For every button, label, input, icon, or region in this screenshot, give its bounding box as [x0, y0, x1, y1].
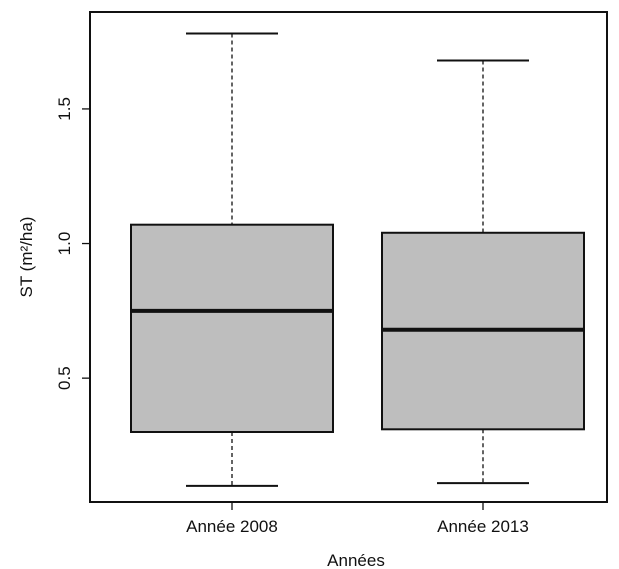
iqr-box: [130, 223, 334, 433]
x-axis: Année 2008 Année 2013: [186, 502, 529, 536]
x-tick-label: Année 2008: [186, 517, 278, 536]
y-axis: 0.5 1.0 1.5: [55, 97, 91, 390]
x-tick-label: Année 2013: [437, 517, 529, 536]
chart-marks: [130, 32, 585, 487]
x-axis-label: Années: [327, 551, 385, 569]
box-group-1: [381, 59, 585, 485]
y-tick-label: 0.5: [55, 366, 74, 390]
y-tick-label: 1.5: [55, 97, 74, 121]
box-group-0: [130, 32, 334, 487]
y-axis-label: ST (m²/ha): [17, 217, 36, 298]
y-tick-label: 1.0: [55, 232, 74, 256]
